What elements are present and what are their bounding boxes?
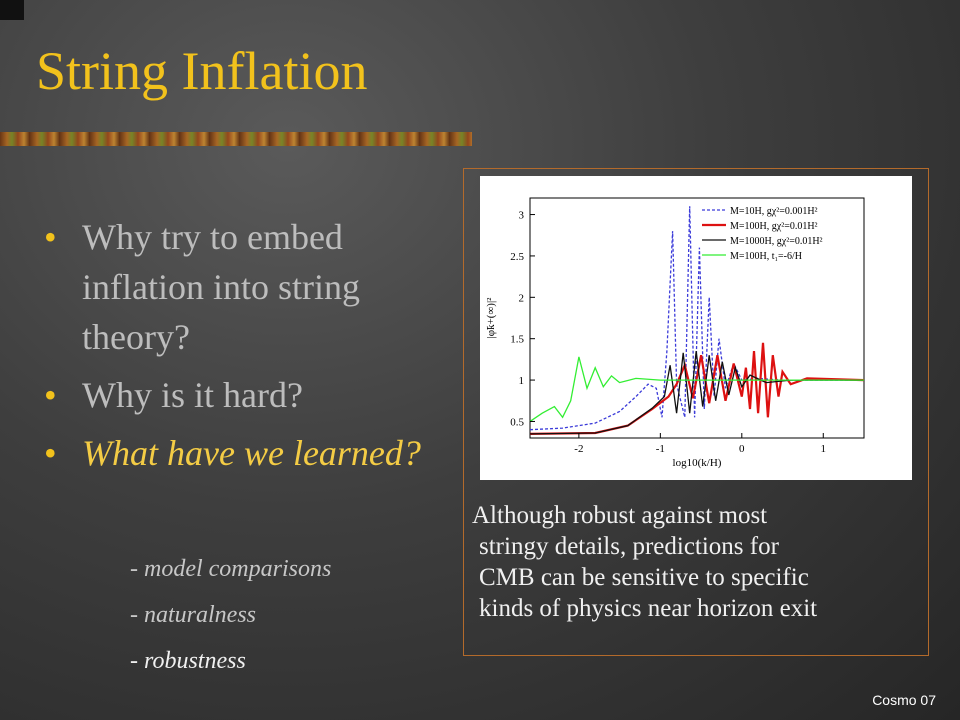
bullet-text: What have we learned?: [82, 433, 421, 473]
bullet-item: • Why try to embed inflation into string…: [44, 212, 424, 362]
legend-label: M=100H, gχ²=0.01H²: [730, 221, 818, 232]
series-line-2: [529, 351, 864, 435]
bullet-item: • Why is it hard?: [44, 370, 424, 420]
x-tick-label: 1: [821, 443, 827, 455]
bullet-text: Why is it hard?: [82, 375, 303, 415]
y-tick-label: 2: [519, 292, 525, 304]
y-tick-label: 3: [519, 210, 525, 222]
caption-line: Although robust against most: [472, 502, 768, 529]
bullet-list: • Why try to embed inflation into string…: [44, 212, 424, 478]
y-tick-label: 1.5: [510, 334, 524, 346]
bullet-dot: •: [44, 217, 57, 257]
y-tick-label: 2.5: [510, 251, 524, 263]
x-tick-label: -1: [656, 443, 665, 455]
bullet-dot: •: [44, 375, 57, 415]
plot-frame: [529, 197, 865, 439]
caption-line: kinds of physics near horizon exit: [479, 595, 818, 622]
x-tick-label: 0: [739, 443, 745, 455]
legend-label: M=1000H, gχ²=0.01H²: [730, 236, 823, 247]
x-tick-label: -2: [574, 443, 583, 455]
footer-label: Cosmo 07: [872, 692, 936, 708]
decorative-band: [0, 132, 472, 146]
figure-frame: [463, 168, 929, 656]
sub-item-naturalness: - naturalness: [130, 602, 256, 628]
slide-title: String Inflation: [36, 41, 368, 101]
bullet-text: Why try to embed inflation into string t…: [82, 217, 360, 357]
caption-line: CMB can be sensitive to specific: [479, 564, 809, 591]
legend-label: M=100H, t₁=-6/H: [730, 251, 802, 262]
bullet-item: • What have we learned?: [44, 428, 424, 478]
caption-line: stringy details, predictions for: [479, 533, 779, 560]
series-line-0: [529, 206, 864, 431]
x-axis-label: log10(k/H): [673, 457, 722, 469]
power-spectrum-chart: -2 -1 0 1 0.5 1 1.5 2 2.5 3 log10(k/H) |φ̃k+(∞)|² M=…: [485, 197, 865, 469]
chart-panel: -2 -1 0 1 0.5 1 1.5 2 2.5 3 log10(k/H) |φ̃k+(∞)|² M=…: [480, 176, 912, 480]
y-tick-label: 0.5: [510, 416, 524, 428]
series-line-3: [529, 356, 864, 422]
bullet-dot: •: [44, 433, 57, 473]
legend-label: M=10H, gχ²=0.001H²: [730, 206, 818, 217]
y-tick-label: 1: [519, 375, 525, 387]
y-axis-label: |φ̃k+(∞)|²: [485, 297, 497, 339]
figure-caption: Although robust against most stringy det…: [472, 500, 922, 624]
sub-item-model-comparisons: - model comparisons: [130, 556, 332, 582]
sub-item-robustness: - robustness: [130, 648, 246, 674]
corner-mark: [0, 0, 24, 20]
